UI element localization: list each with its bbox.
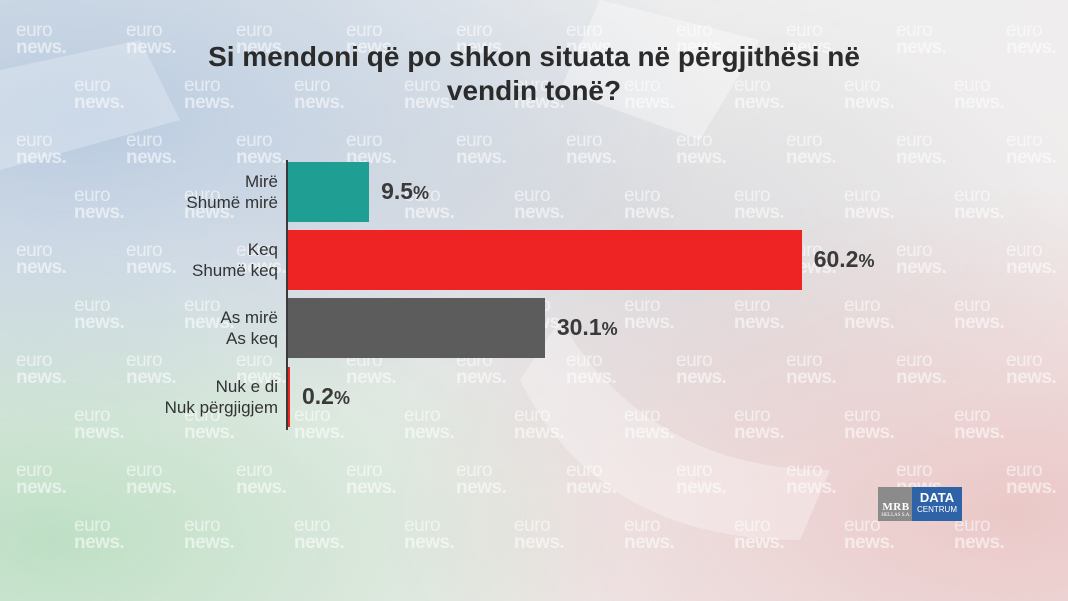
category-label-line: Nuk përgjigjem: [164, 398, 278, 417]
value-unit: %: [601, 319, 618, 339]
category-axis-line: [286, 160, 288, 430]
mrb-logo-subtext: HELLAS S.A.: [881, 513, 911, 518]
value-label: 9.5%: [381, 178, 429, 205]
value-number: 30.1: [556, 314, 602, 340]
category-label: Mirë Shumë mirë: [78, 171, 278, 213]
data-centrum-logo-text: DATA: [919, 490, 955, 505]
chart-title: Si mendoni që po shkon situata në përgji…: [100, 40, 968, 108]
category-label-line: As keq: [226, 329, 278, 348]
mrb-logo: MRB HELLAS S.A.: [878, 487, 914, 521]
bar: [288, 230, 802, 290]
value-number: 9.5: [381, 178, 414, 204]
category-label-line: Shumë keq: [192, 261, 278, 280]
chart-title-line-1: Si mendoni që po shkon situata në përgji…: [208, 41, 860, 72]
bar: [288, 367, 290, 427]
category-label-line: Nuk e di: [215, 377, 278, 396]
category-label-line: Shumë mirë: [186, 193, 278, 212]
data-centrum-logo: DATA CENTRUM: [912, 487, 962, 521]
value-unit: %: [858, 251, 875, 271]
category-label-line: Mirë: [244, 172, 278, 191]
value-label: 60.2%: [814, 246, 875, 273]
chart-title-line-2: vendin tonë?: [446, 75, 622, 106]
value-number: 0.2: [302, 383, 334, 409]
value-label: 30.1%: [557, 314, 618, 341]
data-centrum-logo-subtext: CENTRUM: [917, 505, 957, 514]
mrb-logo-text: MRB: [882, 501, 910, 513]
category-label: Nuk e di Nuk përgjigjem: [78, 376, 278, 418]
value-unit: %: [413, 183, 430, 203]
bar: [288, 298, 545, 358]
value-number: 60.2: [813, 246, 859, 272]
category-label-line: Keq: [247, 240, 278, 259]
category-label-line: As mirë: [220, 308, 278, 327]
value-unit: %: [333, 388, 350, 408]
category-label: As mirë As keq: [78, 307, 278, 349]
value-label: 0.2%: [302, 383, 350, 410]
bar: [288, 162, 370, 222]
category-label: Keq Shumë keq: [78, 239, 278, 281]
